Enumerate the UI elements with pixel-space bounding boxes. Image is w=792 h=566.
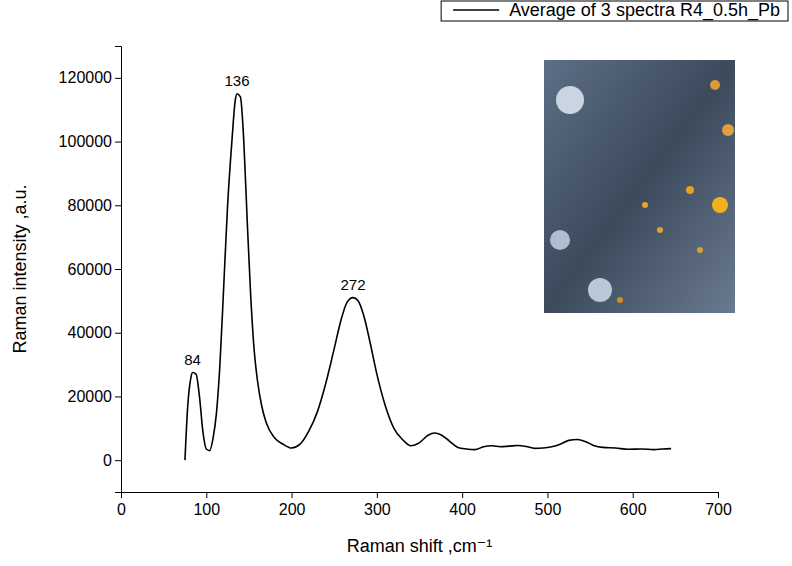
y-axis: 0 20000 40000 60000 80000 100000 120000 — [59, 47, 122, 493]
y-tick-label: 0 — [103, 452, 112, 469]
y-tick-label: 100000 — [59, 133, 112, 150]
y-tick-mark — [115, 460, 121, 461]
inset-photo-detail — [657, 227, 663, 233]
x-tick-label: 300 — [364, 501, 391, 518]
y-tick-mark — [115, 269, 121, 270]
x-axis-line — [122, 493, 719, 499]
x-tick: 200 — [279, 492, 306, 518]
inset-photo-ground — [544, 60, 735, 313]
plot-area — [185, 94, 671, 460]
y-tick: 0 — [103, 452, 121, 469]
y-tick-label: 120000 — [59, 69, 112, 86]
x-tick-mark — [292, 492, 293, 498]
inset-photo — [544, 60, 735, 313]
peak-label: 84 — [184, 351, 201, 368]
x-axis-title: Raman shift ,cm⁻¹ — [347, 536, 493, 556]
inset-photo-detail — [686, 186, 694, 194]
x-tick-label: 200 — [279, 501, 306, 518]
y-tick-mark — [115, 142, 121, 143]
x-tick: 0 — [117, 492, 126, 518]
x-tick-label: 100 — [193, 501, 220, 518]
inset-photo-detail — [712, 197, 728, 213]
x-tick-mark — [633, 492, 634, 498]
inset-photo-detail — [710, 80, 720, 90]
y-tick-label: 40000 — [68, 324, 113, 341]
y-axis-title: Raman intensity ,a.u. — [10, 184, 30, 353]
x-tick-label: 700 — [705, 501, 732, 518]
legend: Average of 3 spectra R4_0.5h_Pb — [441, 0, 788, 21]
y-tick: 100000 — [59, 133, 121, 150]
x-tick-mark — [462, 492, 463, 498]
x-tick-label: 600 — [620, 501, 647, 518]
x-tick-mark — [547, 492, 548, 498]
peak-label: 272 — [340, 276, 365, 293]
y-tick-mark — [115, 396, 121, 397]
y-tick: 80000 — [68, 197, 122, 214]
y-tick: 20000 — [68, 388, 122, 405]
y-axis-line — [115, 47, 122, 493]
inset-photo-detail — [697, 247, 703, 253]
x-tick: 600 — [620, 492, 647, 518]
y-tick: 40000 — [68, 324, 122, 341]
x-tick-mark — [377, 492, 378, 498]
x-tick: 400 — [449, 492, 476, 518]
inset-photo-detail — [617, 297, 623, 303]
inset-photo-detail — [556, 86, 584, 114]
legend-swatch — [453, 9, 499, 11]
x-tick-label: 500 — [535, 501, 562, 518]
inset-photo-detail — [642, 202, 648, 208]
series-line — [185, 94, 671, 460]
x-tick-mark — [718, 492, 719, 498]
chart: 0 100 200 300 400 500 600 700 0 20000 40000 60000 80… — [0, 0, 792, 566]
y-tick-mark — [115, 205, 121, 206]
legend-box — [441, 1, 788, 21]
x-tick-label: 400 — [449, 501, 476, 518]
inset-photo-detail — [550, 230, 570, 250]
peak-label: 136 — [224, 72, 249, 89]
legend-label: Average of 3 spectra R4_0.5h_Pb — [509, 0, 780, 21]
x-tick: 100 — [193, 492, 220, 518]
x-tick-label: 0 — [117, 501, 126, 518]
inset-photo-detail — [588, 278, 612, 302]
x-tick: 700 — [705, 492, 732, 518]
x-tick: 300 — [364, 492, 391, 518]
y-tick-label: 80000 — [68, 197, 113, 214]
y-tick: 120000 — [59, 69, 121, 86]
x-tick-mark — [206, 492, 207, 498]
inset-photo-detail — [722, 124, 734, 136]
x-tick: 500 — [535, 492, 562, 518]
x-axis: 0 100 200 300 400 500 600 700 — [117, 492, 732, 518]
y-tick: 60000 — [68, 261, 122, 278]
y-tick-mark — [115, 333, 121, 334]
y-tick-mark — [115, 78, 121, 79]
y-tick-label: 20000 — [68, 388, 113, 405]
y-tick-label: 60000 — [68, 261, 113, 278]
